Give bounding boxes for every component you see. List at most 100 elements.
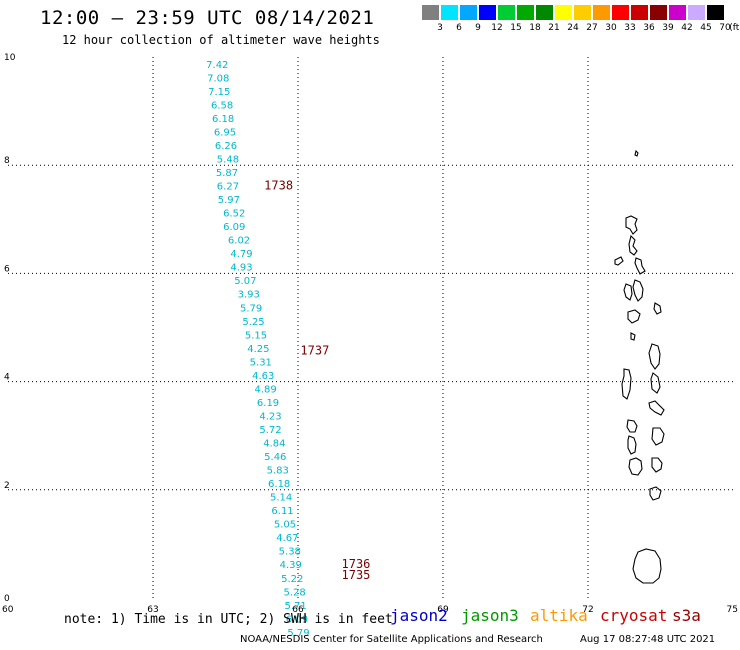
color-scale-label: 39 bbox=[662, 23, 674, 33]
island-outline bbox=[634, 257, 646, 275]
color-scale-label: 42 bbox=[681, 23, 693, 33]
lat-lon-grid bbox=[8, 57, 733, 598]
swh-value: 4.84 bbox=[263, 439, 285, 450]
swh-value: 7.15 bbox=[208, 87, 230, 98]
color-scale-label: 18 bbox=[529, 23, 541, 33]
island-outline bbox=[625, 215, 638, 235]
swh-value: 4.23 bbox=[259, 411, 281, 422]
color-scale-swatch bbox=[536, 5, 553, 20]
map-title: 12:00 — 23:59 UTC 08/14/2021 bbox=[40, 7, 375, 29]
swh-value: 5.28 bbox=[284, 587, 306, 598]
swh-value: 6.27 bbox=[217, 182, 239, 193]
island-outline bbox=[648, 400, 665, 416]
color-scale-label: 70 bbox=[719, 23, 731, 33]
legend-cryosat: cryosat bbox=[600, 606, 668, 625]
legend-s3a: s3a bbox=[672, 606, 701, 625]
swh-value: 5.38 bbox=[279, 547, 301, 558]
time-marker: 1736 bbox=[342, 557, 371, 571]
swh-value: 4.25 bbox=[247, 344, 269, 355]
color-scale-swatch bbox=[498, 5, 515, 20]
legend-jason3: jason3 bbox=[461, 606, 519, 625]
color-scale-swatch bbox=[612, 5, 629, 20]
color-scale-label: 33 bbox=[624, 23, 636, 33]
swh-value: 5.79 bbox=[287, 628, 309, 639]
color-scale-label: 24 bbox=[567, 23, 579, 33]
altimeter-track: 7.42 7.08 7.15 6.58 6.18 6.95 6.26 5.48 5.87 6.27… bbox=[206, 60, 309, 639]
color-scale-label: 12 bbox=[491, 23, 503, 33]
swh-value: 3.93 bbox=[238, 290, 260, 301]
y-axis-ticks: 0 2 4 6 8 10 bbox=[4, 53, 16, 604]
y-tick-label: 8 bbox=[4, 156, 10, 166]
swh-value: 4.63 bbox=[252, 371, 274, 382]
color-scale-swatch bbox=[707, 5, 724, 20]
swh-value: 4.79 bbox=[230, 249, 252, 260]
swh-value: 5.83 bbox=[267, 466, 289, 477]
color-scale-swatch bbox=[574, 5, 591, 20]
color-scale-swatch bbox=[517, 5, 534, 20]
color-scale-label: 21 bbox=[548, 23, 560, 33]
island-outline bbox=[650, 372, 661, 394]
swh-value: 5.14 bbox=[270, 493, 292, 504]
swh-value: 4.67 bbox=[276, 533, 298, 544]
island-outline bbox=[621, 368, 632, 400]
swh-value: 5.15 bbox=[245, 330, 267, 341]
x-tick-label: 60 bbox=[2, 605, 14, 615]
swh-value: 4.89 bbox=[255, 384, 277, 395]
swh-value: 7.42 bbox=[206, 60, 228, 71]
swh-value: 6.26 bbox=[215, 141, 237, 152]
color-scale-swatch bbox=[631, 5, 648, 20]
swh-value: 5.87 bbox=[216, 168, 238, 179]
island-outline bbox=[623, 283, 633, 301]
credit-line: NOAA/NESDIS Center for Satellite Applica… bbox=[240, 634, 543, 645]
swh-value: 6.02 bbox=[228, 236, 250, 247]
y-tick-label: 10 bbox=[4, 53, 16, 63]
swh-value: 7.08 bbox=[207, 73, 229, 84]
color-scale-label: 6 bbox=[456, 23, 462, 33]
generated-timestamp: Aug 17 08:27:48 UTC 2021 bbox=[580, 634, 716, 645]
swh-value: 5.72 bbox=[259, 425, 281, 436]
color-scale-swatch bbox=[650, 5, 667, 20]
island-outlines bbox=[614, 149, 665, 584]
color-scale-unit: (ft) bbox=[729, 23, 740, 33]
island-outline bbox=[614, 256, 624, 266]
island-outline bbox=[630, 332, 636, 341]
color-scale-label: 27 bbox=[586, 23, 598, 33]
color-scale-label: 3 bbox=[437, 23, 443, 33]
swh-value: 6.09 bbox=[286, 614, 308, 625]
swh-value: 5.46 bbox=[264, 452, 286, 463]
x-tick-label: 66 bbox=[292, 605, 304, 615]
island-outline bbox=[626, 419, 638, 433]
time-marker: 1737 bbox=[300, 344, 329, 358]
swh-value: 5.97 bbox=[218, 195, 240, 206]
island-outline bbox=[634, 149, 639, 157]
swh-value: 6.18 bbox=[212, 114, 234, 125]
swh-value: 5.05 bbox=[274, 520, 296, 531]
swh-value: 5.25 bbox=[242, 317, 264, 328]
island-outline bbox=[632, 548, 662, 584]
swh-value: 4.93 bbox=[230, 263, 252, 274]
swh-value: 5.07 bbox=[234, 276, 256, 287]
island-outline bbox=[632, 279, 644, 302]
swh-value: 5.71 bbox=[284, 601, 306, 612]
x-axis-ticks: 60 63 66 69 72 75 bbox=[2, 605, 738, 615]
island-outline bbox=[653, 302, 662, 315]
swh-value: 5.31 bbox=[250, 357, 272, 368]
swh-value: 6.58 bbox=[211, 100, 233, 111]
swh-value: 6.52 bbox=[223, 209, 245, 220]
map-subtitle: 12 hour collection of altimeter wave hei… bbox=[62, 33, 380, 47]
swh-value: 5.79 bbox=[240, 303, 262, 314]
x-tick-label: 72 bbox=[582, 605, 593, 615]
swh-value: 6.09 bbox=[223, 222, 245, 233]
island-outline bbox=[627, 309, 641, 324]
time-marker: 1735 bbox=[342, 568, 371, 582]
swh-value: 6.18 bbox=[268, 479, 290, 490]
swh-value: 4.39 bbox=[280, 560, 302, 571]
swh-value: 6.95 bbox=[214, 127, 236, 138]
y-tick-label: 0 bbox=[4, 594, 10, 604]
footnote: note: 1) Time is in UTC; 2) SWH is in fe… bbox=[64, 612, 393, 627]
x-tick-label: 75 bbox=[727, 605, 738, 615]
legend-jason2: jason2 bbox=[390, 606, 448, 625]
color-scale-label: 30 bbox=[605, 23, 617, 33]
color-scale-swatch bbox=[688, 5, 705, 20]
